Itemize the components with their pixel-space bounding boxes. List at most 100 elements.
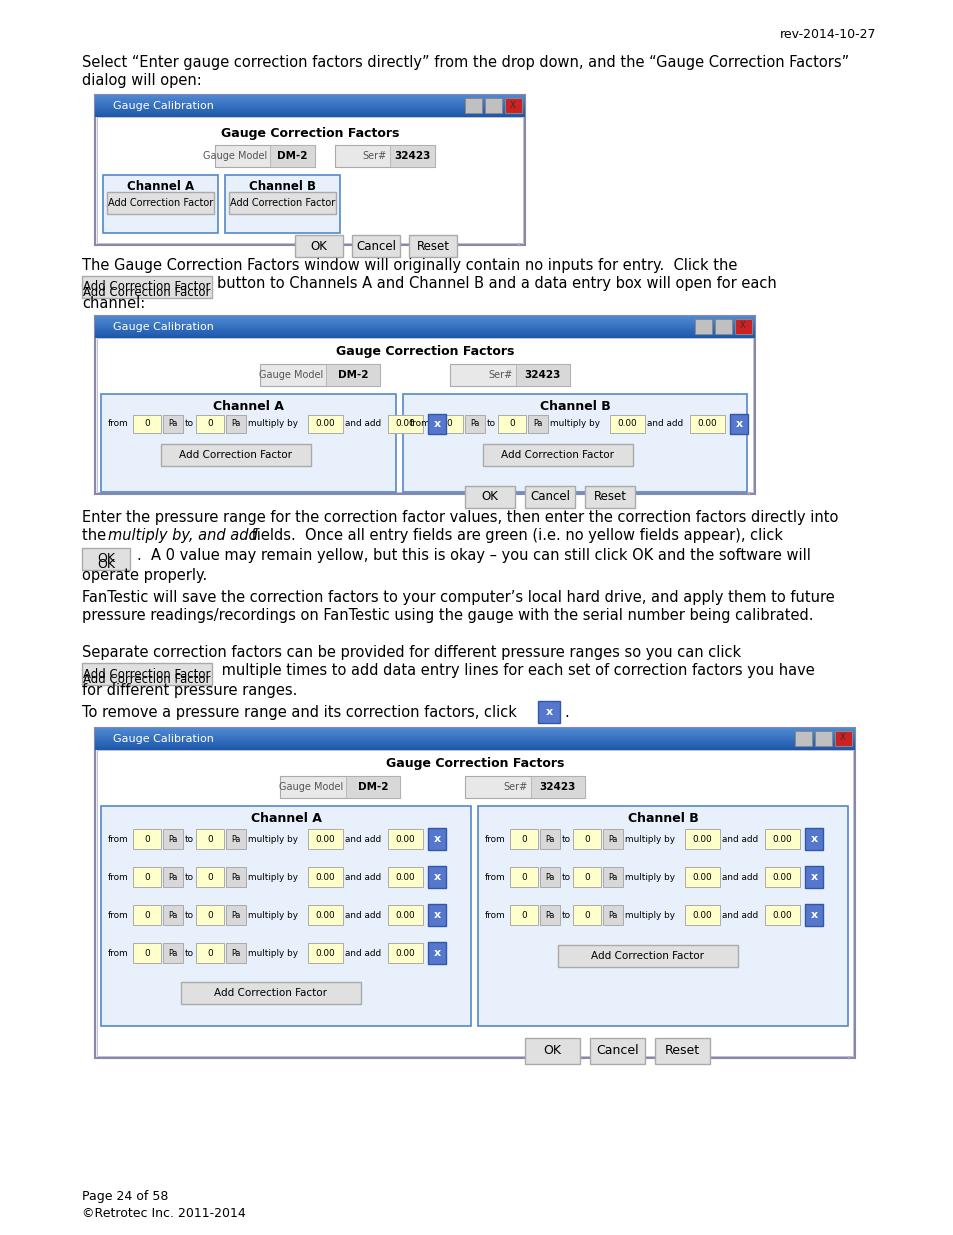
Bar	[388, 905, 422, 925]
Text: FanTestic will save the correction factors to your computer’s local hard drive, : FanTestic will save the correction facto…	[82, 590, 834, 605]
Bar	[346, 776, 399, 798]
Bar	[95, 727, 854, 1058]
Bar	[537, 701, 559, 722]
Text: 0.00: 0.00	[772, 835, 792, 844]
Bar	[388, 867, 422, 887]
Text: 0.00: 0.00	[395, 948, 415, 957]
Text: Page 24 of 58: Page 24 of 58	[82, 1191, 168, 1203]
Text: to: to	[185, 420, 193, 429]
Text: 0: 0	[207, 948, 213, 957]
Text: and add: and add	[721, 872, 758, 882]
Text: 32423: 32423	[524, 370, 560, 380]
Text: Reset: Reset	[593, 490, 626, 504]
Text: Gauge Correction Factors: Gauge Correction Factors	[220, 126, 398, 140]
Text: Pa: Pa	[545, 910, 554, 920]
Bar	[524, 1037, 579, 1065]
Bar	[695, 319, 711, 333]
Text: and add: and add	[345, 910, 381, 920]
Bar	[464, 487, 515, 508]
Bar	[602, 905, 622, 925]
Bar	[101, 806, 471, 1026]
Text: Pa: Pa	[168, 948, 177, 957]
Bar	[464, 98, 481, 112]
Text: 0: 0	[520, 872, 526, 882]
Text: 0: 0	[583, 910, 589, 920]
Text: 32423: 32423	[394, 151, 430, 161]
Bar	[804, 904, 822, 926]
Bar	[229, 191, 335, 214]
Text: 0: 0	[509, 420, 515, 429]
Text: Channel B: Channel B	[539, 399, 610, 412]
Bar	[584, 487, 635, 508]
Text: Pa: Pa	[533, 420, 542, 429]
Text: channel:: channel:	[82, 296, 145, 311]
Text: and add: and add	[345, 420, 381, 429]
Bar	[409, 235, 456, 257]
Text: 0: 0	[144, 948, 150, 957]
Bar	[335, 144, 435, 167]
Text: multiply by, and add: multiply by, and add	[108, 529, 257, 543]
Text: x: x	[545, 706, 552, 718]
Text: 0: 0	[144, 420, 150, 429]
Text: from: from	[108, 948, 129, 957]
Text: 0: 0	[207, 835, 213, 844]
Text: 0.00: 0.00	[617, 420, 637, 429]
Bar	[280, 776, 399, 798]
Text: x: x	[433, 872, 440, 882]
Text: DM-2: DM-2	[357, 782, 388, 792]
Text: and add: and add	[721, 835, 758, 844]
Text: Gauge Correction Factors: Gauge Correction Factors	[335, 346, 514, 358]
Bar	[794, 731, 811, 746]
Bar	[573, 829, 600, 848]
Text: Pa: Pa	[545, 835, 554, 844]
Bar	[573, 867, 600, 887]
Text: 0.00: 0.00	[315, 948, 335, 957]
Bar	[161, 445, 311, 466]
Bar	[464, 776, 584, 798]
Bar	[82, 663, 212, 685]
Bar	[163, 415, 183, 433]
Bar	[539, 867, 559, 887]
Text: Ser#: Ser#	[362, 151, 387, 161]
Bar	[260, 364, 379, 387]
Bar	[163, 829, 183, 848]
Text: 0.00: 0.00	[772, 910, 792, 920]
Text: Add Correction Factor: Add Correction Factor	[179, 450, 293, 459]
Text: 0.00: 0.00	[315, 835, 335, 844]
Bar	[132, 867, 161, 887]
Text: 0: 0	[144, 872, 150, 882]
Text: multiply by: multiply by	[248, 872, 297, 882]
Bar	[428, 942, 446, 963]
Bar	[516, 364, 569, 387]
Bar	[464, 415, 484, 433]
Bar	[531, 776, 584, 798]
Text: fields.  Once all entry fields are green (i.e. no yellow fields appear), click: fields. Once all entry fields are green …	[247, 529, 782, 543]
Bar	[97, 338, 752, 492]
Text: X: X	[840, 734, 845, 742]
Bar	[510, 905, 537, 925]
Text: 0: 0	[520, 910, 526, 920]
Text: Channel A: Channel A	[128, 180, 194, 194]
Text: Pa: Pa	[231, 872, 240, 882]
Bar	[270, 144, 314, 167]
Text: DM-2: DM-2	[337, 370, 368, 380]
Bar	[834, 731, 851, 746]
Text: Gauge Model: Gauge Model	[258, 370, 323, 380]
Text: the: the	[82, 529, 111, 543]
Text: to: to	[185, 948, 193, 957]
Bar	[482, 445, 633, 466]
Text: to: to	[185, 910, 193, 920]
Bar	[435, 415, 462, 433]
Text: rev-2014-10-27: rev-2014-10-27	[779, 28, 875, 41]
Text: Pa: Pa	[231, 910, 240, 920]
Bar	[308, 905, 343, 925]
Text: Gauge Calibration: Gauge Calibration	[112, 322, 213, 332]
Bar	[95, 95, 524, 245]
Text: multiply by: multiply by	[550, 420, 599, 429]
Bar	[181, 982, 360, 1004]
Text: x: x	[433, 834, 440, 844]
Bar	[504, 98, 521, 112]
Bar	[132, 829, 161, 848]
Bar	[764, 905, 800, 925]
Bar	[226, 905, 246, 925]
